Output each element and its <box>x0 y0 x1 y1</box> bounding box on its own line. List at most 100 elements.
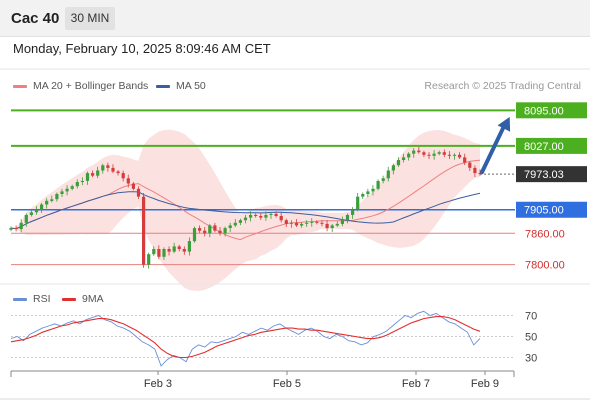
candle-body <box>126 178 130 184</box>
candle-body <box>452 154 457 156</box>
candle-body <box>279 216 283 221</box>
candle-body <box>366 191 370 194</box>
candle-body <box>340 220 344 224</box>
candle-body <box>9 228 13 230</box>
level-label-box-pivot <box>516 201 587 218</box>
candle-body <box>249 215 253 218</box>
candle-body <box>177 246 181 249</box>
candle-body <box>422 152 426 155</box>
candle-body <box>371 188 375 192</box>
candle-body <box>356 196 360 210</box>
candle-body <box>60 191 64 194</box>
candle-body <box>223 228 227 234</box>
rsi-tick-label: 50 <box>525 332 537 344</box>
forecast-arrow-shaft <box>480 126 505 175</box>
candle-body <box>228 225 232 228</box>
rsi-line <box>10 310 481 367</box>
candle-body <box>442 152 446 155</box>
candle-body <box>91 173 95 176</box>
candle-body <box>269 213 273 215</box>
level-label-box-resistance <box>516 137 587 154</box>
candle-body <box>213 225 217 231</box>
candle-body <box>65 188 69 192</box>
candle-body <box>463 157 467 163</box>
candle-body <box>478 173 482 175</box>
candle-body <box>192 228 197 242</box>
rsi-ma-legend: 9MA <box>62 293 104 305</box>
candle-body <box>29 212 33 215</box>
candle-body <box>24 215 28 223</box>
candle-body <box>325 223 329 229</box>
level-label-support: 7860.00 <box>525 228 565 240</box>
ma20-legend: MA 20 + Bollinger Bands <box>13 80 148 92</box>
candle-body <box>284 220 288 224</box>
candle-body <box>381 178 385 181</box>
candle-body <box>50 199 54 201</box>
candle-body <box>300 223 304 226</box>
candle-body <box>136 188 141 197</box>
candle-body <box>106 165 110 168</box>
candle-body <box>335 223 339 226</box>
candle-body <box>172 246 176 252</box>
copyright-text: Research © 2025 Trading Central <box>424 80 581 92</box>
candle-body <box>218 230 222 234</box>
level-label-box-last <box>516 166 587 183</box>
candle-body <box>45 200 49 205</box>
rsi-legend: RSI <box>13 293 51 305</box>
ma50-legend-label: MA 50 <box>176 80 206 92</box>
rsi-legend-label: RSI <box>33 293 51 305</box>
candle-body <box>116 171 120 174</box>
candle-body <box>131 183 135 189</box>
candle-body <box>264 215 268 218</box>
candle-body <box>203 230 207 234</box>
candle-body <box>396 160 401 166</box>
candle-body <box>386 170 390 179</box>
candle-body <box>198 228 202 231</box>
candle-body <box>14 228 18 230</box>
level-label-resistance: 8027.00 <box>524 141 564 153</box>
candle-body <box>167 249 171 252</box>
candle-body <box>289 222 293 224</box>
x-tick-label: Feb 7 <box>402 378 430 390</box>
candle-body <box>315 221 319 223</box>
candle-body <box>19 222 23 230</box>
instrument-title: Cac 40 <box>11 10 60 27</box>
candle-body <box>458 154 462 158</box>
rsi-ma-legend-label: 9MA <box>82 293 104 305</box>
candle-body <box>468 162 472 168</box>
candle-body <box>402 157 406 160</box>
candle-body <box>96 170 100 176</box>
level-label-box-target <box>516 102 587 119</box>
level-label-last: 7973.03 <box>524 169 564 181</box>
candle-body <box>121 173 125 179</box>
candle-body <box>142 196 146 265</box>
candle-body <box>254 215 258 216</box>
timeframe-button[interactable]: 30 MIN <box>65 7 115 30</box>
candle-body <box>320 222 324 224</box>
candle-body <box>417 150 421 153</box>
level-label-pivot: 7905.00 <box>524 205 564 217</box>
candle-body <box>294 222 299 226</box>
candle-body <box>157 249 161 257</box>
forecast-arrow-head <box>497 116 511 132</box>
bollinger-band <box>11 129 480 291</box>
candle-body <box>75 182 79 187</box>
chart-header: Cac 40 30 MIN <box>0 0 590 37</box>
candle-body <box>80 181 84 182</box>
candle-body <box>412 150 416 154</box>
candle-body <box>243 217 248 221</box>
candle-body <box>345 215 350 221</box>
candle-body <box>361 194 365 197</box>
x-tick-label: Feb 3 <box>144 378 172 390</box>
candle-body <box>40 204 44 210</box>
candle-body <box>447 154 451 156</box>
candle-body <box>330 225 334 228</box>
candle-body <box>407 153 411 158</box>
candle-body <box>70 186 74 189</box>
ma50-line <box>10 191 481 230</box>
candle-body <box>238 220 242 223</box>
candle-body <box>111 167 115 172</box>
candle-body <box>182 249 186 252</box>
rsi-swatch <box>13 297 27 301</box>
